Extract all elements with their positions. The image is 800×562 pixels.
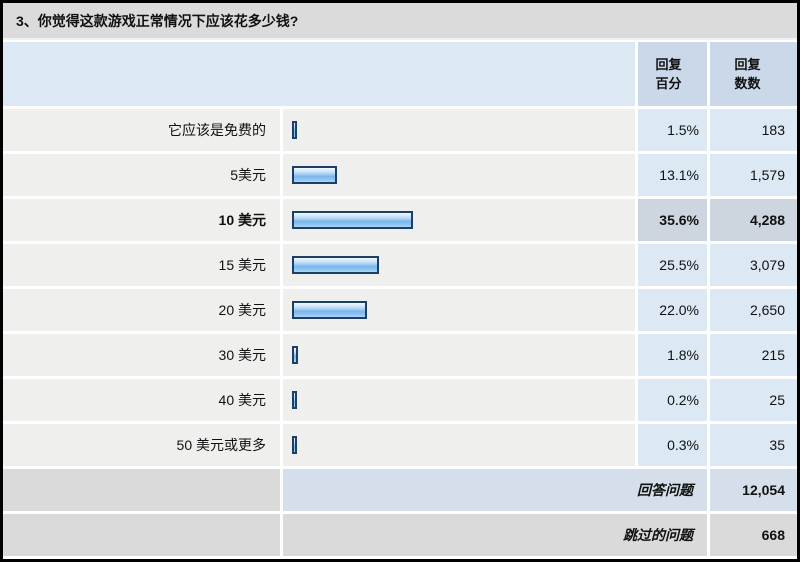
answer-count: 1,579 (749, 167, 785, 183)
header-percent-line1: 回复 (655, 57, 682, 72)
answer-label: 40 美元 (218, 392, 266, 408)
skipped-question-count: 668 (761, 527, 785, 543)
answer-count: 215 (761, 347, 785, 363)
answer-row: 15 美元 25.5% 3,079 (3, 244, 797, 286)
answer-bar-cell (283, 154, 635, 196)
header-count-line1: 回复 (734, 57, 761, 72)
answer-row: 30 美元 1.8% 215 (3, 334, 797, 376)
header-spacer-cell (3, 42, 635, 106)
answer-label-cell: 它应该是免费的 (3, 109, 280, 151)
answer-bar-cell (283, 334, 635, 376)
answer-bar (292, 166, 337, 184)
answer-label-cell: 50 美元或更多 (3, 424, 280, 466)
footer-skipped-row: 跳过的问题 668 (3, 514, 797, 556)
answer-count: 2,650 (749, 302, 785, 318)
answer-label-cell: 5美元 (3, 154, 280, 196)
answer-row: 5美元 13.1% 1,579 (3, 154, 797, 196)
answer-percent: 13.1% (659, 167, 699, 183)
answer-count-cell: 3,079 (710, 244, 797, 286)
question-title: 3、你觉得这款游戏正常情况下应该花多少钱? (16, 12, 299, 29)
answer-percent-cell: 13.1% (638, 154, 707, 196)
answer-label: 它应该是免费的 (168, 122, 266, 138)
answer-bar (292, 121, 297, 139)
answer-label-cell: 30 美元 (3, 334, 280, 376)
answer-bar (292, 211, 413, 229)
answer-bar (292, 391, 297, 409)
answer-bar (292, 301, 367, 319)
answer-bar (292, 346, 298, 364)
answer-bar-cell (283, 199, 635, 241)
answer-label: 50 美元或更多 (176, 437, 266, 453)
answered-question-count: 12,054 (742, 482, 785, 498)
answer-percent-cell: 1.5% (638, 109, 707, 151)
answer-percent-cell: 1.8% (638, 334, 707, 376)
answer-row: 40 美元 0.2% 25 (3, 379, 797, 421)
skipped-question-label: 跳过的问题 (623, 527, 693, 543)
answer-count-cell: 35 (710, 424, 797, 466)
answer-count: 4,288 (749, 212, 785, 228)
answer-bar-cell (283, 379, 635, 421)
header-count-line2: 数数 (734, 76, 761, 91)
answer-percent-cell: 22.0% (638, 289, 707, 331)
results-table: 回复 百分 回复 数数 它应该是免费的 1.5% 183 (3, 40, 797, 559)
answer-percent: 0.3% (667, 437, 699, 453)
answer-percent-cell: 0.2% (638, 379, 707, 421)
header-response-count: 回复 数数 (710, 42, 797, 106)
answer-label: 15 美元 (218, 257, 266, 273)
answer-percent-cell: 35.6% (638, 199, 707, 241)
answer-count-cell: 215 (710, 334, 797, 376)
answer-count-cell: 25 (710, 379, 797, 421)
footer-answered-label-cell: 回答问题 (283, 469, 707, 511)
answer-row: 50 美元或更多 0.3% 35 (3, 424, 797, 466)
answer-row: 10 美元 35.6% 4,288 (3, 199, 797, 241)
answer-percent: 1.5% (667, 122, 699, 138)
answer-count: 35 (769, 437, 785, 453)
answer-percent: 22.0% (659, 302, 699, 318)
footer-answered-row: 回答问题 12,054 (3, 469, 797, 511)
question-title-bar: 3、你觉得这款游戏正常情况下应该花多少钱? (3, 3, 797, 40)
answer-label: 20 美元 (218, 302, 266, 318)
answer-label: 5美元 (230, 167, 266, 183)
answer-label: 30 美元 (218, 347, 266, 363)
footer-skipped-count-cell: 668 (710, 514, 797, 556)
answer-bar-cell (283, 109, 635, 151)
answer-percent: 35.6% (659, 212, 699, 228)
answer-percent-cell: 25.5% (638, 244, 707, 286)
answer-count: 3,079 (749, 257, 785, 273)
answer-label-cell: 15 美元 (3, 244, 280, 286)
answer-bar (292, 436, 297, 454)
answer-count: 25 (769, 392, 785, 408)
footer-answered-count-cell: 12,054 (710, 469, 797, 511)
footer-skipped-label-cell: 跳过的问题 (283, 514, 707, 556)
answer-row: 20 美元 22.0% 2,650 (3, 289, 797, 331)
answer-bar (292, 256, 379, 274)
answer-count-cell: 1,579 (710, 154, 797, 196)
answer-count: 183 (761, 122, 785, 138)
header-response-percent: 回复 百分 (638, 42, 707, 106)
answer-bar-cell (283, 244, 635, 286)
footer-skipped-spacer (3, 514, 280, 556)
footer-answered-spacer (3, 469, 280, 511)
answer-row: 它应该是免费的 1.5% 183 (3, 109, 797, 151)
answered-question-label: 回答问题 (637, 482, 693, 498)
answer-count-cell: 2,650 (710, 289, 797, 331)
answer-label-cell: 10 美元 (3, 199, 280, 241)
answer-label-cell: 40 美元 (3, 379, 280, 421)
answer-label-cell: 20 美元 (3, 289, 280, 331)
answer-bar-cell (283, 424, 635, 466)
answer-label: 10 美元 (218, 212, 266, 228)
answer-percent-cell: 0.3% (638, 424, 707, 466)
answer-count-cell: 183 (710, 109, 797, 151)
answer-count-cell: 4,288 (710, 199, 797, 241)
answer-bar-cell (283, 289, 635, 331)
answer-percent: 0.2% (667, 392, 699, 408)
answer-percent: 1.8% (667, 347, 699, 363)
table-header-row: 回复 百分 回复 数数 (3, 42, 797, 106)
answer-percent: 25.5% (659, 257, 699, 273)
header-percent-line2: 百分 (655, 76, 682, 91)
